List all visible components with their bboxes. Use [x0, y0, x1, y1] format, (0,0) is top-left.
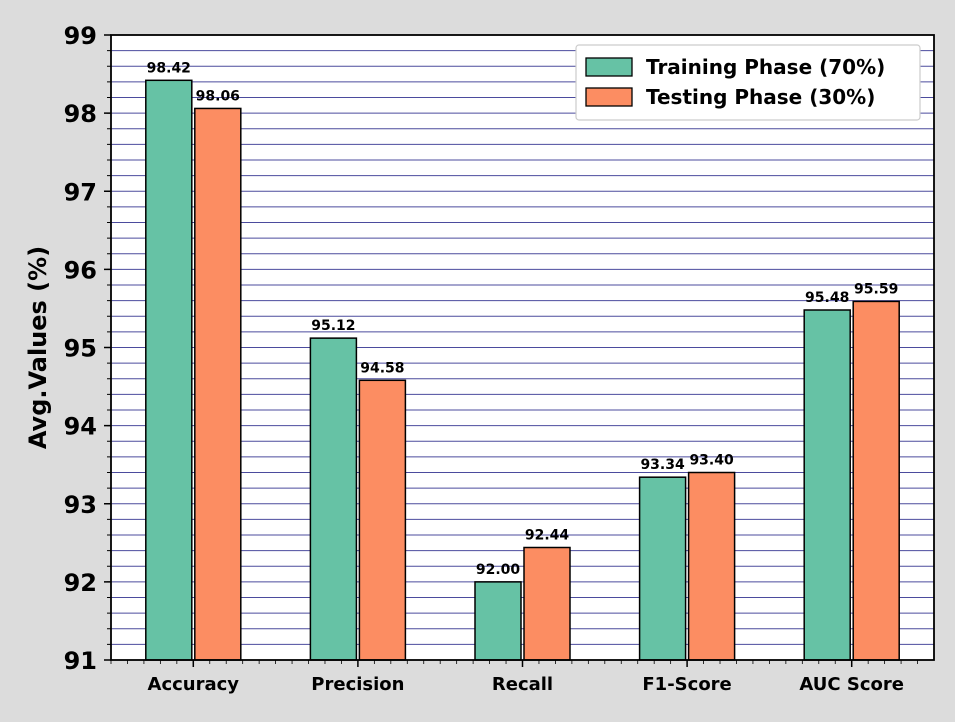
bar-testing-precision [358, 379, 407, 661]
legend-swatch-testing [585, 87, 633, 107]
bar-value-label: 93.34 [640, 457, 685, 473]
bar-training-auc-score [803, 309, 851, 661]
bar-training-precision [309, 337, 358, 661]
y-axis-label: Avg.Values (%) [24, 246, 52, 449]
bar-testing-accuracy [194, 107, 242, 661]
y-tick-label: 97 [64, 178, 97, 206]
bar-testing-auc-score [852, 300, 900, 661]
bar-testing-f1-score [687, 471, 736, 661]
x-tick-label: Recall [492, 674, 553, 695]
bar-value-label: 94.58 [360, 360, 404, 376]
legend-label-training: Training Phase (70%) [646, 55, 885, 79]
bar-value-label: 95.12 [311, 318, 355, 334]
legend-label-testing: Testing Phase (30%) [646, 85, 875, 109]
bar-value-label: 92.00 [476, 562, 521, 578]
x-tick-label: Precision [311, 674, 404, 695]
x-tick-label: Accuracy [148, 674, 240, 695]
bar-testing-recall [523, 546, 571, 661]
y-tick-label: 91 [64, 647, 97, 675]
bar-value-label: 98.42 [147, 60, 191, 76]
y-tick-label: 96 [64, 256, 97, 284]
y-tick-label: 95 [64, 335, 97, 363]
bar-value-label: 98.06 [196, 88, 240, 104]
bar-value-label: 95.59 [854, 281, 898, 297]
y-tick-label: 99 [64, 22, 97, 50]
x-tick-label: F1-Score [642, 674, 731, 695]
bar-value-label: 95.48 [805, 290, 849, 306]
y-tick-label: 92 [64, 569, 97, 597]
bar-training-recall [474, 581, 522, 661]
bar-training-f1-score [638, 476, 687, 661]
legend-box [575, 44, 921, 121]
legend-swatch-training [585, 57, 633, 77]
plot-frame [110, 34, 935, 661]
y-tick-label: 94 [64, 413, 97, 441]
y-tick-label: 98 [64, 100, 97, 128]
bar-training-accuracy [145, 79, 193, 661]
bar-value-label: 92.44 [525, 528, 570, 544]
y-tick-label: 93 [64, 491, 97, 519]
bar-value-label: 93.40 [689, 453, 734, 469]
x-tick-label: AUC Score [799, 674, 904, 695]
